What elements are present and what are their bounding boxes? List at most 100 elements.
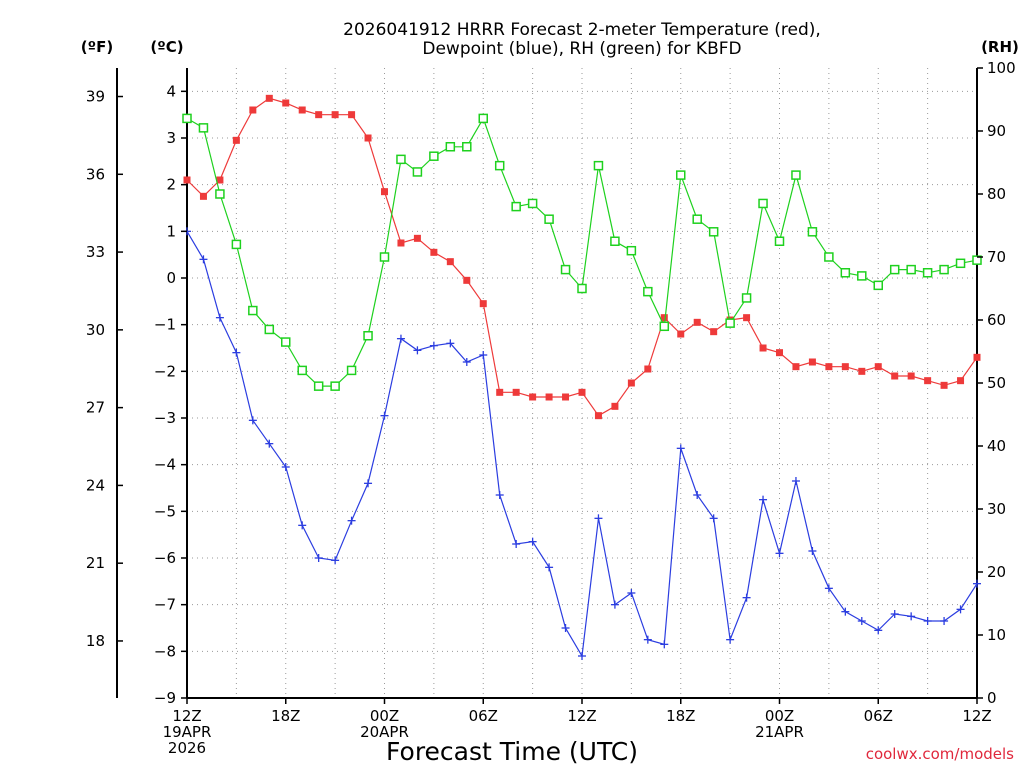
dewpoint-point [314, 554, 323, 562]
rh-point [922, 268, 933, 278]
dewpoint-point [578, 652, 586, 660]
dewpoint-point [627, 589, 636, 597]
temperature-point [743, 314, 751, 322]
temperature-point [973, 353, 981, 361]
dewpoint-point [495, 491, 504, 499]
rh-point [248, 305, 258, 316]
temperature-point [759, 344, 767, 352]
rh-tick-label: 20 [987, 563, 1006, 581]
temperature-point [265, 94, 273, 102]
celsius-tick-label: −8 [154, 642, 176, 660]
rh-tick-label: 70 [987, 248, 1006, 266]
rh-point [906, 264, 916, 275]
rh-tick-label: 40 [987, 437, 1006, 455]
dewpoint-point [890, 610, 899, 618]
fahrenheit-tick-label: 36 [86, 165, 105, 183]
dewpoint-point [545, 563, 554, 572]
x-tick-label: 20APR [360, 723, 409, 741]
temperature-point [562, 393, 570, 401]
dewpoint-point [380, 411, 389, 420]
series-temperature [183, 94, 981, 420]
dewpoint-point [742, 593, 751, 602]
series-rh [182, 113, 982, 391]
rh-point [560, 264, 571, 275]
rh-point [297, 365, 307, 376]
dewpoint-point [479, 351, 488, 359]
rh-point [313, 381, 324, 391]
dewpoint-point [396, 334, 405, 343]
temperature-point [397, 239, 405, 247]
rh-point [873, 280, 883, 291]
temperature-point [183, 176, 191, 184]
rh-tick-label: 90 [987, 122, 1006, 140]
dewpoint-point [199, 255, 208, 264]
dewpoint-point [874, 626, 883, 635]
rh-point [807, 227, 818, 237]
rh-tick-label: 10 [987, 626, 1006, 644]
fahrenheit-tick-label: 30 [86, 321, 105, 339]
temperature-point [249, 106, 257, 114]
temperature-point [858, 367, 866, 375]
rh-point [412, 167, 423, 177]
rh-point [330, 381, 340, 391]
dewpoint-point [923, 617, 932, 625]
temperature-point [627, 379, 635, 387]
rh-point [198, 123, 209, 133]
dewpoint-point [643, 635, 652, 644]
dewpoint-point [676, 444, 685, 453]
temperature-point [677, 330, 685, 338]
rh-point [643, 286, 653, 297]
celsius-tick-label: 4 [166, 82, 176, 100]
temperature-point [199, 192, 207, 200]
series-dewpoint [183, 227, 981, 660]
fahrenheit-tick-label: 18 [86, 632, 105, 650]
rh-point [692, 214, 702, 224]
temperature-point [463, 276, 471, 284]
rh-point [231, 239, 242, 250]
temperature-point [710, 328, 718, 336]
celsius-tick-label: 3 [166, 129, 176, 147]
rh-point [939, 264, 949, 275]
x-tick-label: 12Z [962, 707, 991, 725]
temperature-point [381, 188, 388, 196]
rh-point [478, 113, 488, 124]
dewpoint-point [973, 579, 981, 588]
rh-point [264, 324, 275, 335]
celsius-tick-label: −7 [154, 596, 176, 614]
x-axis-label: Forecast Time (UTC) [386, 737, 638, 766]
temperature-point [331, 111, 339, 119]
temperature-point [529, 393, 537, 401]
rh-unit-label: (RH) [981, 38, 1019, 56]
temperature-point [644, 365, 652, 373]
dewpoint-point [610, 600, 619, 609]
chart-title-line-1: 2026041912 HRRR Forecast 2-meter Tempera… [343, 20, 821, 40]
rh-tick-label: 30 [987, 500, 1006, 518]
dewpoint-point [215, 313, 224, 322]
rh-point [857, 271, 867, 281]
dewpoint-point [232, 348, 241, 357]
dewpoint-point [462, 358, 471, 366]
x-tick-label: 00Z [370, 707, 399, 725]
celsius-tick-label: −6 [154, 549, 176, 567]
temperature-point [512, 388, 520, 396]
rh-tick-label: 80 [987, 185, 1006, 203]
temperature-point [776, 349, 783, 357]
dewpoint-point [561, 624, 570, 632]
rh-point [281, 337, 291, 347]
temperature-point [611, 402, 619, 410]
temperature-point [940, 381, 948, 389]
rh-point [758, 198, 768, 209]
temperature-point [578, 388, 586, 396]
temperature-point [841, 363, 849, 371]
rh-point [544, 214, 554, 224]
dewpoint-point [413, 346, 422, 355]
temperature-point [792, 363, 800, 371]
rh-point [972, 255, 982, 265]
celsius-tick-label: −4 [154, 456, 176, 474]
celsius-tick-label: 2 [166, 176, 176, 194]
dewpoint-point [709, 514, 718, 523]
temperature-point [282, 99, 290, 107]
x-tick-label: 00Z [765, 707, 794, 725]
fahrenheit-unit-label: (ºF) [81, 38, 113, 56]
celsius-tick-label: −2 [154, 362, 176, 380]
